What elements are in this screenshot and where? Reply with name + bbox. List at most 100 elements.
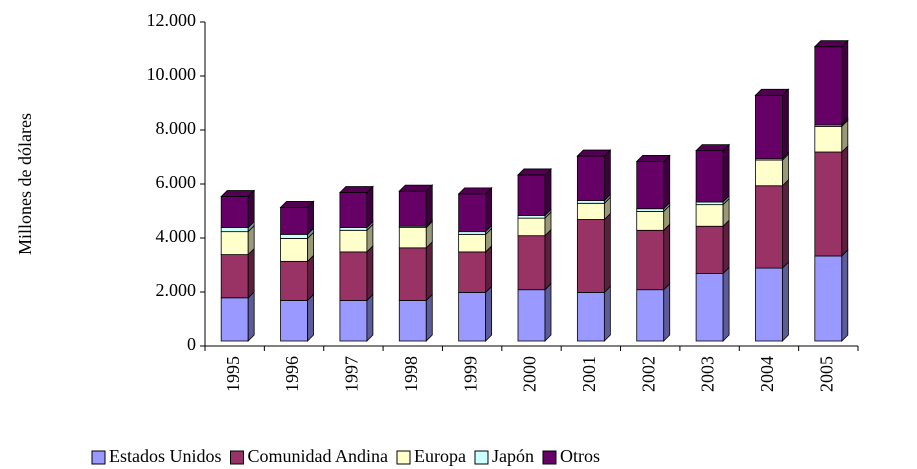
legend-label: Estados Unidos	[109, 446, 222, 466]
bar-side	[841, 39, 849, 126]
bar-side	[366, 293, 374, 342]
legend-label: Comunidad Andina	[248, 446, 389, 466]
y-axis-title: Millones de dólares	[15, 113, 35, 255]
bar	[636, 229, 665, 291]
bar	[695, 150, 724, 203]
bar	[814, 255, 843, 342]
bar-top	[813, 40, 849, 48]
bar	[517, 235, 546, 291]
bar	[636, 208, 665, 212]
bar	[458, 251, 487, 293]
bar	[755, 267, 783, 342]
bar	[339, 227, 368, 231]
y-tick-label: 4.000	[156, 226, 197, 246]
bar	[280, 206, 308, 235]
bar	[695, 273, 724, 342]
bar-top	[754, 88, 790, 96]
bar	[695, 225, 724, 274]
bar	[398, 190, 427, 227]
bar-side	[782, 88, 789, 160]
bar-side	[722, 266, 730, 342]
bar	[517, 174, 546, 216]
bar	[576, 219, 605, 293]
x-tick-label: 1995	[223, 356, 243, 392]
bar-side	[841, 248, 849, 342]
bar-side	[425, 184, 433, 228]
bar	[458, 233, 487, 253]
y-tick-label: 8.000	[156, 118, 197, 138]
legend-label: Otros	[560, 446, 600, 466]
bar	[458, 231, 487, 235]
bar	[517, 289, 546, 342]
bar-top	[635, 155, 671, 162]
legend-swatch	[542, 450, 557, 465]
x-tick-label: 2000	[520, 356, 540, 392]
bar-side	[485, 285, 493, 342]
bar-side	[485, 186, 493, 233]
bar	[814, 151, 843, 257]
bar	[398, 300, 427, 342]
x-tick-label: 2005	[816, 356, 836, 392]
bar-side	[366, 185, 374, 229]
bar-side	[663, 154, 671, 210]
x-tick-label: 2003	[698, 356, 718, 392]
bar	[220, 254, 249, 299]
y-tick-label: 2.000	[156, 280, 197, 300]
bar-side	[544, 167, 552, 217]
bar	[220, 196, 249, 229]
bar-side	[782, 261, 789, 342]
legend-label: Europa	[414, 446, 466, 466]
bar-side	[247, 247, 255, 299]
bar	[339, 300, 368, 342]
y-tick-label: 10.000	[147, 64, 197, 84]
bar-side	[841, 145, 849, 257]
bar	[576, 200, 605, 204]
bar	[458, 291, 487, 342]
y-tick-label: 6.000	[156, 172, 197, 192]
bar-side	[722, 143, 730, 203]
x-tick-label: 2001	[579, 356, 599, 392]
bar	[220, 231, 249, 255]
bar	[636, 289, 665, 342]
y-tick-label: 0	[187, 334, 196, 354]
bar-top	[279, 200, 315, 208]
x-tick-label: 1997	[342, 356, 362, 392]
bar	[576, 291, 605, 342]
bar-side	[247, 290, 255, 342]
bar-side	[307, 293, 314, 342]
bar	[458, 193, 487, 233]
bar	[755, 159, 783, 187]
y-tick-label: 12.000	[147, 10, 197, 30]
bar	[398, 247, 427, 301]
bar-side	[544, 282, 552, 342]
legend-swatch	[396, 450, 411, 465]
bar	[220, 227, 249, 233]
bar	[755, 94, 783, 160]
bar	[280, 237, 308, 262]
x-tick-label: 1996	[282, 356, 302, 392]
bar-top	[220, 190, 256, 197]
bar	[576, 155, 605, 202]
bar-side	[544, 228, 552, 291]
bar-top	[457, 187, 493, 195]
bar-side	[485, 244, 493, 294]
bar	[339, 229, 368, 253]
bar	[220, 297, 249, 342]
bar-side	[425, 240, 433, 302]
bar	[636, 161, 665, 210]
bar	[576, 202, 605, 220]
bar-side	[603, 149, 611, 202]
bar-side	[366, 244, 374, 302]
bar-side	[603, 285, 611, 342]
bar	[280, 233, 308, 239]
bar-top	[576, 149, 612, 157]
bar	[695, 204, 724, 227]
bar	[695, 201, 724, 206]
bar-top	[695, 144, 731, 152]
legend-label: Japón	[492, 446, 534, 466]
bar	[280, 260, 308, 301]
bar	[339, 251, 368, 301]
x-tick-label: 2002	[638, 356, 658, 392]
bar-side	[603, 212, 611, 294]
bar-top	[398, 184, 434, 192]
